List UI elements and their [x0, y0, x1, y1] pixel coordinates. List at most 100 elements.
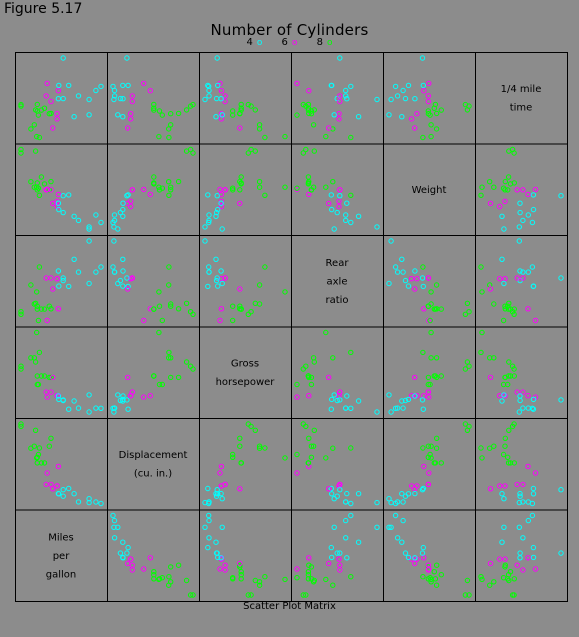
variable-label: Rear [326, 258, 350, 269]
data-point [218, 200, 224, 206]
data-point [213, 209, 220, 216]
data-point [147, 393, 154, 399]
data-point [355, 113, 362, 120]
data-point [419, 55, 426, 61]
data-point [237, 564, 243, 570]
data-point [166, 126, 172, 132]
data-point [348, 83, 354, 90]
data-point [28, 445, 34, 451]
data-point [129, 562, 136, 568]
data-point [337, 93, 343, 99]
data-point [86, 499, 92, 506]
data-point [478, 264, 484, 270]
data-point [334, 209, 340, 216]
data-point [111, 535, 118, 541]
data-point [86, 280, 92, 287]
data-point [34, 306, 40, 312]
data-point [502, 443, 508, 449]
data-point [256, 582, 263, 588]
scatter-cell [386, 421, 472, 507]
data-point [120, 200, 126, 206]
data-point [60, 193, 66, 199]
data-point [213, 113, 219, 120]
data-point [337, 55, 343, 61]
data-point [28, 355, 34, 361]
data-point [55, 96, 62, 102]
data-point [337, 193, 343, 199]
legend-label: 6 [281, 37, 288, 48]
data-point [328, 485, 334, 492]
data-point [50, 486, 56, 492]
scatter-cell [386, 329, 472, 415]
data-point [329, 491, 335, 497]
data-point [306, 435, 312, 441]
data-point [337, 481, 343, 488]
data-point [256, 443, 263, 449]
data-point [392, 405, 399, 411]
data-point [252, 427, 259, 433]
data-point [206, 217, 212, 224]
data-point [386, 524, 392, 530]
data-point [414, 276, 420, 282]
scatter-cell [18, 238, 104, 324]
data-point [400, 405, 406, 411]
data-point [425, 389, 432, 395]
data-point [530, 544, 537, 551]
data-point [206, 499, 212, 505]
data-point [412, 374, 418, 381]
variable-label: horsepower [216, 377, 276, 388]
data-point [433, 126, 440, 132]
legend-marker-green: o [327, 38, 333, 48]
data-point [374, 499, 380, 506]
data-point [501, 524, 507, 530]
data-point [218, 111, 225, 117]
data-point [306, 562, 312, 568]
data-point [294, 112, 300, 118]
data-point [529, 512, 536, 519]
data-point [48, 275, 54, 281]
data-point [558, 487, 564, 493]
data-point [425, 564, 432, 570]
data-point [502, 306, 508, 312]
data-point [218, 88, 225, 94]
data-point [156, 381, 163, 388]
data-point [525, 463, 531, 470]
data-point [558, 550, 564, 556]
data-point [516, 524, 522, 530]
data-point [60, 55, 66, 61]
data-point [337, 397, 343, 403]
data-point [141, 80, 147, 87]
data-point [412, 560, 418, 567]
data-point [394, 269, 401, 275]
data-point [514, 389, 520, 395]
data-point [128, 111, 134, 117]
data-point [502, 562, 508, 568]
data-point [428, 443, 434, 449]
data-point [478, 192, 484, 199]
data-point [394, 499, 401, 505]
scatter-cell [18, 146, 104, 232]
data-point [86, 226, 92, 232]
data-point [237, 560, 243, 567]
data-point [238, 105, 244, 111]
data-point [282, 576, 288, 583]
legend-marker-cyan: o [256, 38, 263, 48]
data-point [517, 550, 523, 556]
scatter-cell [294, 146, 380, 232]
data-point [323, 184, 329, 190]
data-point [218, 490, 224, 497]
data-point [400, 269, 406, 275]
data-point [343, 517, 349, 524]
data-point [420, 574, 426, 580]
data-point [44, 470, 50, 476]
data-point [129, 187, 136, 193]
data-point [529, 405, 536, 411]
data-point [427, 317, 433, 324]
data-point [32, 359, 39, 365]
data-point [400, 517, 406, 524]
data-point [256, 445, 263, 451]
data-point [120, 113, 126, 120]
data-point [399, 491, 405, 497]
data-point [18, 150, 24, 156]
data-point [388, 96, 394, 103]
